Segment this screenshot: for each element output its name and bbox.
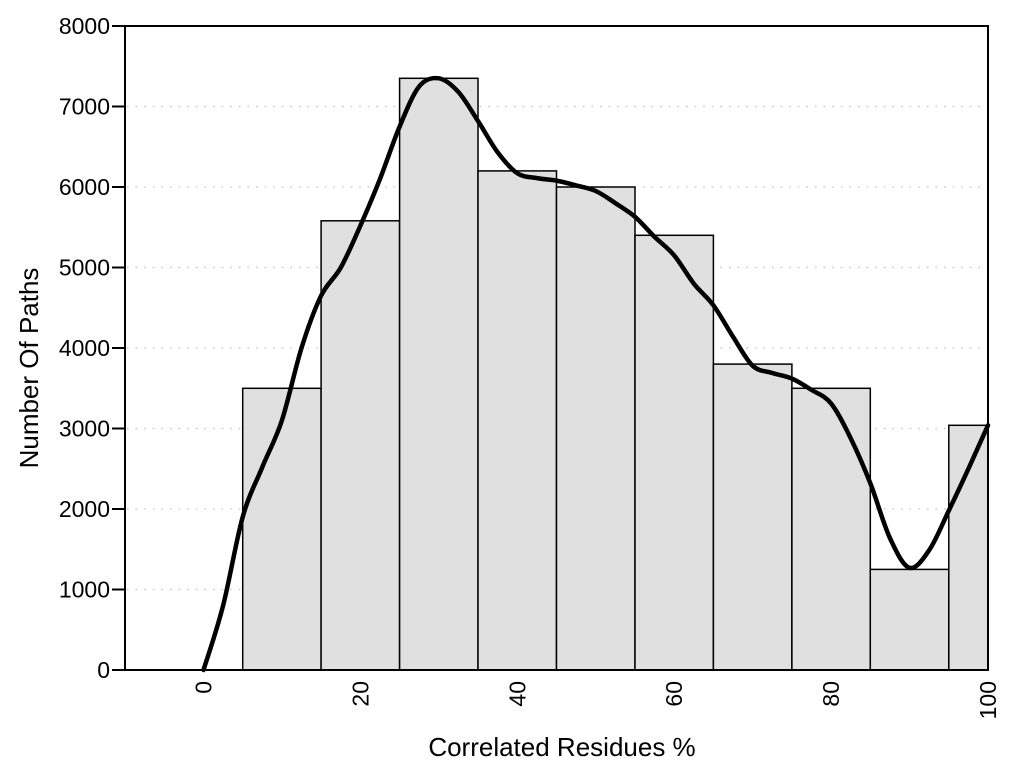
x-tick-label: 0: [191, 681, 217, 694]
x-axis-tick-labels: 0 20 40 60 80 100: [191, 681, 1002, 719]
y-tick-label: 2000: [59, 496, 110, 522]
histogram-bar: [634, 234, 715, 671]
y-axis-tick-labels: 0 1000 2000 3000 4000 5000 6000 7000 8000: [59, 13, 110, 683]
x-tick-label: 60: [661, 681, 687, 707]
y-tick-label: 4000: [59, 335, 110, 361]
y-tick-label: 6000: [59, 174, 110, 200]
x-axis-title: Correlated Residues %: [428, 732, 695, 762]
x-tick-label: 100: [975, 681, 1001, 719]
y-tick-label: 0: [97, 657, 110, 683]
y-axis-tick-marks: [112, 25, 125, 671]
x-tick-label: 40: [504, 681, 530, 707]
histogram-bar: [320, 220, 401, 671]
histogram-bar: [869, 568, 950, 671]
y-axis-title: Number Of Paths: [14, 268, 44, 469]
x-tick-label: 80: [818, 681, 844, 707]
y-tick-label: 5000: [59, 255, 110, 281]
histogram-bar: [948, 424, 989, 671]
histogram-bars: [241, 77, 989, 671]
density-curve: [201, 75, 991, 673]
y-tick-label: 1000: [59, 577, 110, 603]
x-tick-label: 20: [347, 681, 373, 707]
histogram-bar: [791, 387, 872, 671]
histogram-bar: [398, 77, 479, 671]
histogram-bar: [712, 363, 793, 671]
histogram-bar: [477, 170, 558, 671]
y-tick-label: 8000: [59, 13, 110, 39]
histogram-bar: [241, 387, 322, 671]
y-tick-label: 7000: [59, 94, 110, 120]
y-tick-label: 3000: [59, 416, 110, 442]
histogram-bar: [555, 186, 636, 671]
